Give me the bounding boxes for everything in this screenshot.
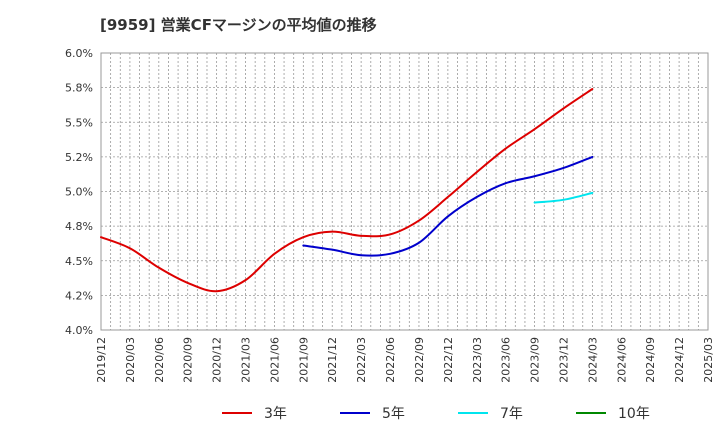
legend: 3年 5年 7年 10年 <box>222 406 650 422</box>
y-tick-label: 4.8% <box>65 220 93 233</box>
series-line-0 <box>100 88 594 293</box>
grid-layer <box>100 52 709 331</box>
y-tick-label: 4.5% <box>65 255 93 268</box>
legend-label: 3年 <box>264 406 287 422</box>
y-tick-label: 5.0% <box>65 186 93 199</box>
legend-label: 7年 <box>500 406 523 422</box>
x-tick-label: 2022/06 <box>384 337 397 383</box>
x-tick-label: 2023/09 <box>529 337 542 383</box>
x-tick-label: 2021/06 <box>268 337 281 383</box>
x-tick-label: 2020/06 <box>153 337 166 383</box>
x-tick-label: 2021/03 <box>240 337 253 383</box>
plot-area <box>100 52 709 331</box>
y-tick-label: 5.8% <box>65 82 93 95</box>
x-tick-label: 2024/06 <box>615 337 628 383</box>
x-tick-label: 2021/09 <box>297 337 310 383</box>
series-layer <box>100 88 594 293</box>
legend-label: 5年 <box>382 406 405 422</box>
x-tick-label: 2022/09 <box>413 337 426 383</box>
x-tick-label: 2020/09 <box>182 337 195 383</box>
x-tick-label: 2020/03 <box>124 337 137 383</box>
series-line-1 <box>302 155 594 257</box>
axis-layer: 4.0% 4.2% 4.5% 4.8% 5.0% 5.2% 5.5% 5.8% 6.0% 2019… <box>65 47 715 383</box>
y-tick-label: 5.2% <box>65 151 93 164</box>
x-tick-label: 2023/06 <box>500 337 513 383</box>
series-line-2 <box>533 191 594 204</box>
x-tick-label: 2020/12 <box>211 337 224 383</box>
y-tick-label: 6.0% <box>65 47 93 60</box>
x-tick-label: 2024/09 <box>644 337 657 383</box>
x-tick-label: 2022/12 <box>442 337 455 383</box>
x-tick-label: 2025/03 <box>702 337 715 383</box>
y-tick-label: 4.2% <box>65 289 93 302</box>
x-tick-label: 2023/03 <box>471 337 484 383</box>
x-tick-label: 2019/12 <box>95 337 108 383</box>
x-tick-label: 2023/12 <box>557 337 570 383</box>
x-tick-label: 2021/12 <box>326 337 339 383</box>
y-tick-label: 5.5% <box>65 116 93 129</box>
x-tick-label: 2022/03 <box>355 337 368 383</box>
legend-label: 10年 <box>618 406 650 422</box>
x-tick-label: 2024/03 <box>586 337 599 383</box>
x-tick-label: 2024/12 <box>673 337 686 383</box>
y-tick-label: 4.0% <box>65 324 93 337</box>
chart-title: [9959] 営業CFマージンの平均値の推移 <box>100 16 377 34</box>
